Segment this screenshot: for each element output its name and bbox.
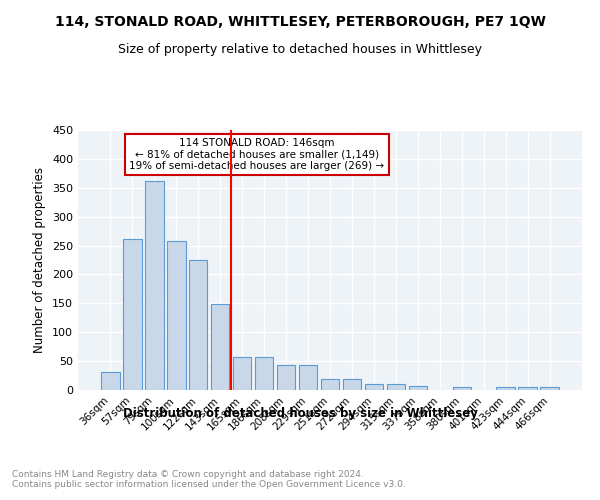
Text: Size of property relative to detached houses in Whittlesey: Size of property relative to detached ho… — [118, 42, 482, 56]
Bar — [255, 357, 274, 390]
Bar — [452, 386, 471, 390]
Text: 114, STONALD ROAD, WHITTLESEY, PETERBOROUGH, PE7 1QW: 114, STONALD ROAD, WHITTLESEY, PETERBORO… — [55, 15, 545, 29]
Bar — [541, 387, 559, 390]
Bar — [496, 387, 515, 390]
Bar — [189, 260, 208, 390]
Bar — [343, 379, 361, 390]
Bar — [233, 357, 251, 390]
Y-axis label: Number of detached properties: Number of detached properties — [34, 167, 46, 353]
Text: Distribution of detached houses by size in Whittlesey: Distribution of detached houses by size … — [122, 408, 478, 420]
Bar — [101, 372, 119, 390]
Bar — [365, 384, 383, 390]
Bar — [167, 241, 185, 390]
Text: 114 STONALD ROAD: 146sqm
← 81% of detached houses are smaller (1,149)
19% of sem: 114 STONALD ROAD: 146sqm ← 81% of detach… — [130, 138, 385, 171]
Bar — [409, 386, 427, 390]
Bar — [386, 384, 405, 390]
Bar — [518, 387, 537, 390]
Bar — [211, 304, 229, 390]
Bar — [299, 364, 317, 390]
Bar — [277, 364, 295, 390]
Bar — [320, 379, 340, 390]
Bar — [123, 239, 142, 390]
Bar — [145, 181, 164, 390]
Text: Contains HM Land Registry data © Crown copyright and database right 2024.
Contai: Contains HM Land Registry data © Crown c… — [12, 470, 406, 490]
